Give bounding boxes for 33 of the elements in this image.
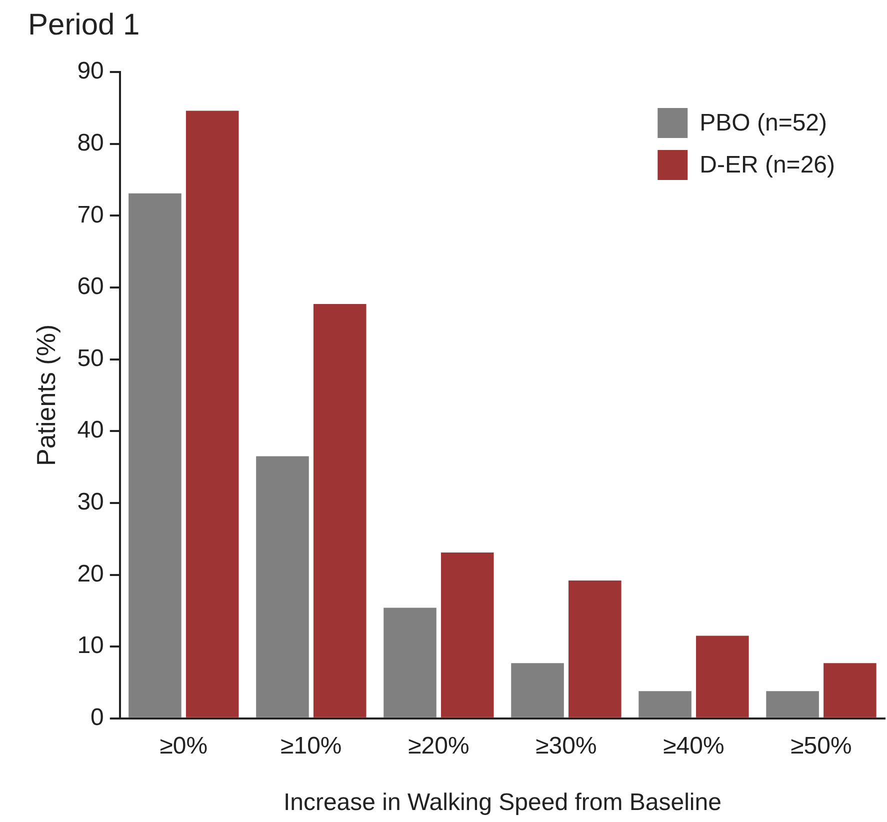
y-tick-label: 90 [77,58,104,85]
bar [511,663,564,718]
x-tick-label: ≥10% [280,732,342,760]
x-tick-label: ≥50% [790,732,852,760]
y-tick-label: 50 [77,344,104,372]
x-tick-label: ≥0% [160,732,208,760]
y-tick-label: 80 [77,129,104,156]
bar [766,691,819,718]
bar [384,608,436,718]
x-tick-label: ≥30% [536,732,597,760]
bar [186,110,239,718]
bar [313,304,366,718]
bar [696,636,749,718]
y-tick-label: 60 [77,273,104,300]
bar [440,552,494,718]
chart-title: Period 1 [28,8,140,42]
bar [128,193,182,718]
legend-label: D-ER (n=26) [700,152,835,179]
x-tick-label: ≥20% [408,732,470,760]
y-tick-label: 0 [90,704,104,732]
y-tick-label: 70 [77,201,104,228]
legend-label: PBO (n=52) [700,110,828,137]
y-axis-title: Patients (%) [30,324,61,466]
bar [568,580,622,718]
x-tick-label: ≥40% [663,732,724,760]
bar [638,691,692,718]
y-tick-label: 10 [77,632,104,660]
bar [824,663,876,718]
x-axis-title: Increase in Walking Speed from Baseline [283,789,722,816]
y-tick-label: 30 [77,488,104,516]
bar [256,456,309,718]
y-tick-label: 40 [77,416,104,444]
y-tick-label: 20 [77,560,104,588]
